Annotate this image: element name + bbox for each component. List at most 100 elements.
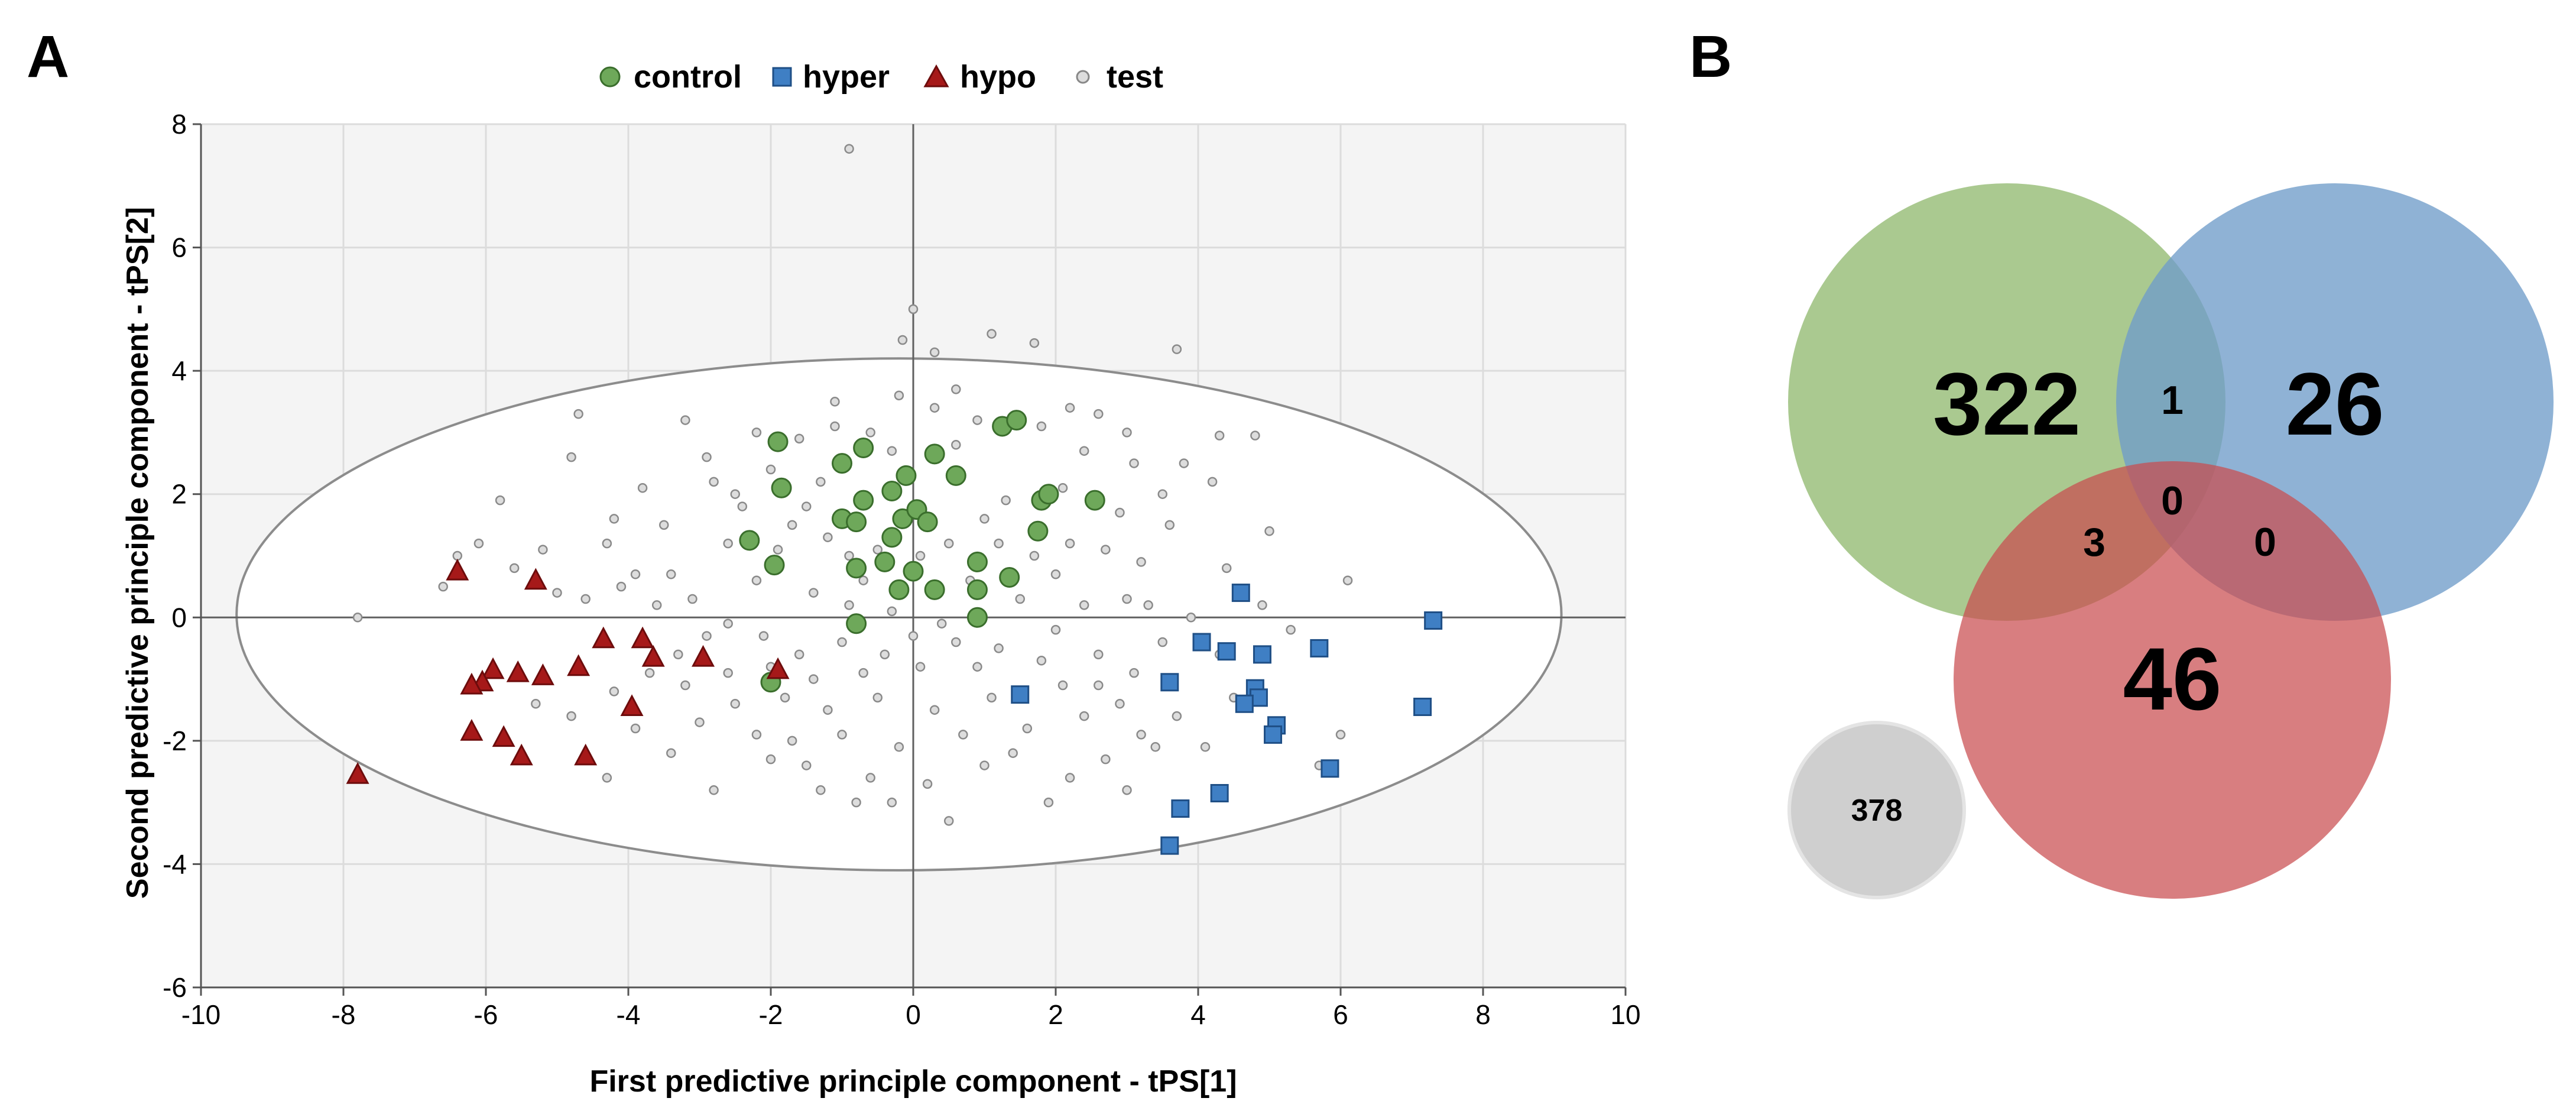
point-test — [751, 575, 762, 585]
point-test — [1022, 723, 1033, 734]
point-hypo — [481, 657, 505, 679]
point-test — [1257, 600, 1267, 610]
point-test — [1043, 797, 1054, 808]
point-test — [929, 705, 940, 715]
point-hypo — [460, 672, 484, 695]
point-test — [1015, 594, 1025, 604]
point-test — [780, 692, 790, 703]
point-test — [1129, 458, 1139, 468]
point-hyper — [1192, 633, 1211, 652]
point-test — [1172, 711, 1182, 721]
point-test — [951, 637, 961, 647]
panel-b-label: B — [1689, 24, 1732, 90]
point-test — [979, 760, 989, 770]
point-test — [844, 144, 854, 154]
legend-label-hyper: hyper — [803, 59, 890, 95]
legend-item-hyper: hyper — [772, 59, 890, 95]
point-test — [702, 631, 712, 641]
x-tick-labels: -10 -8 -6 -4 -2 0 2 4 6 8 10 — [181, 987, 1641, 1030]
point-test — [837, 637, 847, 647]
point-test — [1057, 680, 1068, 691]
point-test — [787, 520, 797, 530]
point-test — [858, 668, 868, 678]
point-control — [896, 465, 917, 486]
point-control — [966, 551, 988, 572]
point-test — [1029, 550, 1040, 561]
point-test — [915, 550, 926, 561]
point-test — [1264, 526, 1274, 536]
point-test — [1065, 538, 1075, 549]
point-test — [566, 711, 576, 721]
point-test — [1157, 489, 1167, 499]
point-test — [673, 649, 683, 660]
point-test — [1115, 699, 1125, 709]
point-test — [897, 335, 908, 345]
point-test — [630, 569, 641, 579]
point-test — [602, 773, 612, 783]
point-test — [787, 736, 797, 746]
point-test — [951, 384, 961, 394]
point-control — [966, 607, 988, 628]
point-test — [616, 581, 627, 592]
y-tick-label: -6 — [163, 972, 187, 1003]
point-test — [1101, 754, 1111, 765]
venn-count-control-hypo: 3 — [2083, 520, 2105, 565]
point-test — [473, 538, 484, 549]
point-control — [846, 613, 867, 634]
point-test — [1335, 730, 1346, 740]
point-test — [602, 538, 612, 549]
point-hyper — [1171, 799, 1190, 818]
point-test — [1207, 477, 1218, 487]
point-test — [1050, 569, 1061, 579]
point-hyper — [1253, 645, 1271, 664]
point-test — [1050, 624, 1061, 635]
point-hypo — [631, 626, 654, 649]
point-hyper — [1413, 698, 1432, 716]
point-test — [737, 501, 748, 511]
venn-count-hyper-hypo: 0 — [2254, 520, 2276, 565]
point-test — [830, 421, 840, 432]
point-test — [765, 464, 776, 475]
point-test — [1094, 649, 1104, 660]
point-control — [1027, 520, 1049, 542]
point-test — [865, 427, 875, 438]
point-hypo — [446, 558, 469, 581]
x-tick-label: -6 — [474, 999, 498, 1030]
point-test — [816, 477, 826, 487]
point-test — [1143, 600, 1153, 610]
point-control — [881, 481, 903, 501]
y-tick-label: 0 — [171, 602, 187, 633]
legend-marker-control — [599, 66, 621, 88]
point-test — [872, 692, 883, 703]
point-test — [794, 649, 804, 660]
point-test — [887, 446, 897, 456]
point-hypo — [531, 663, 554, 685]
point-test — [1115, 507, 1125, 518]
point-test — [944, 816, 954, 826]
point-test — [802, 501, 812, 511]
point-control — [1084, 490, 1105, 511]
point-test — [1122, 785, 1132, 795]
venn-count-all-three: 0 — [2161, 478, 2184, 523]
point-control — [945, 465, 966, 486]
point-test — [1157, 637, 1167, 647]
point-test — [1094, 409, 1104, 419]
point-test — [538, 545, 548, 555]
point-test — [823, 705, 833, 715]
point-test — [1214, 430, 1225, 440]
point-test — [1164, 520, 1175, 530]
point-test — [823, 532, 833, 542]
legend-item-hypo: hypo — [923, 59, 1036, 95]
legend-item-control: control — [599, 59, 742, 95]
point-control — [874, 551, 896, 572]
point-test — [887, 606, 897, 617]
point-test — [1079, 446, 1089, 456]
point-hyper — [1160, 836, 1179, 855]
x-tick-label: -2 — [759, 999, 783, 1030]
point-test — [1065, 403, 1075, 413]
y-tick-label: 8 — [171, 109, 187, 140]
point-test — [872, 545, 883, 555]
point-hypo — [460, 719, 484, 741]
point-test — [972, 662, 982, 672]
point-test — [1172, 344, 1182, 354]
